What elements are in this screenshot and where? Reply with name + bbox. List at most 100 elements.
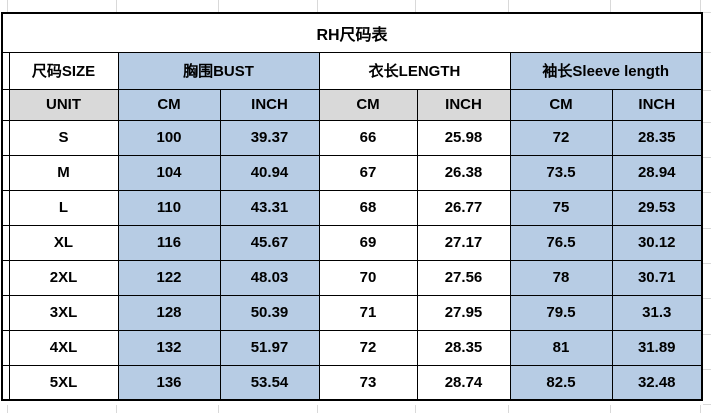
size-cell: XL xyxy=(8,224,119,261)
bust-inch-cell: 39.37 xyxy=(219,119,320,156)
narrow-spacer-cell xyxy=(1,329,10,366)
bust-cm-cell: 116 xyxy=(117,224,221,261)
bust-inch-cell: 40.94 xyxy=(219,154,320,191)
narrow-spacer-cell xyxy=(1,294,10,331)
length-inch-cell: 28.35 xyxy=(416,329,511,366)
sheet-gridline xyxy=(703,228,711,229)
sheet-gridline xyxy=(703,404,711,405)
bust-inch-cell: 50.39 xyxy=(219,294,320,331)
sheet-gridline xyxy=(508,405,509,413)
table-row: 4XL 132 51.97 72 28.35 81 31.89 xyxy=(1,329,703,366)
sleeve-cm-cell: 76.5 xyxy=(509,224,613,261)
unit-bust-cm: CM xyxy=(117,88,221,121)
length-inch-cell: 27.17 xyxy=(416,224,511,261)
sheet-gridline xyxy=(700,0,701,12)
length-cm-cell: 73 xyxy=(318,364,418,401)
table-row: XL 116 45.67 69 27.17 76.5 30.12 xyxy=(1,224,703,261)
sheet-gridline xyxy=(703,192,711,193)
sleeve-inch-cell: 30.12 xyxy=(611,224,703,261)
table-row: L 110 43.31 68 26.77 75 29.53 xyxy=(1,189,703,226)
header-row: 尺码SIZE 胸围BUST 衣长LENGTH 袖长Sleeve length xyxy=(1,51,703,90)
sleeve-inch-cell: 29.53 xyxy=(611,189,703,226)
table-row: S 100 39.37 66 25.98 72 28.35 xyxy=(1,119,703,156)
sheet-gridline xyxy=(218,0,219,12)
size-cell: 3XL xyxy=(8,294,119,331)
sleeve-inch-cell: 32.48 xyxy=(611,364,703,401)
sheet-gridline xyxy=(703,263,711,264)
bust-cm-cell: 110 xyxy=(117,189,221,226)
bust-cm-cell: 122 xyxy=(117,259,221,296)
length-inch-cell: 28.74 xyxy=(416,364,511,401)
narrow-spacer-cell xyxy=(1,119,10,156)
header-bust: 胸围BUST xyxy=(117,51,320,90)
sleeve-cm-cell: 75 xyxy=(509,189,613,226)
bust-inch-cell: 53.54 xyxy=(219,364,320,401)
sheet-gridline xyxy=(116,0,117,12)
sheet-gridline xyxy=(116,405,117,413)
header-sleeve: 袖长Sleeve length xyxy=(509,51,703,90)
bust-cm-cell: 136 xyxy=(117,364,221,401)
bust-inch-cell: 43.31 xyxy=(219,189,320,226)
length-cm-cell: 67 xyxy=(318,154,418,191)
size-chart-table: RH尺码表 尺码SIZE 胸围BUST 衣长LENGTH 袖长Sleeve le… xyxy=(1,12,703,401)
table-row: 3XL 128 50.39 71 27.95 79.5 31.3 xyxy=(1,294,703,331)
sleeve-cm-cell: 73.5 xyxy=(509,154,613,191)
sleeve-inch-cell: 31.3 xyxy=(611,294,703,331)
bust-cm-cell: 104 xyxy=(117,154,221,191)
bust-inch-cell: 51.97 xyxy=(219,329,320,366)
unit-row: UNIT CM INCH CM INCH CM INCH xyxy=(1,88,703,121)
sleeve-cm-cell: 78 xyxy=(509,259,613,296)
size-cell: L xyxy=(8,189,119,226)
sleeve-inch-cell: 30.71 xyxy=(611,259,703,296)
sheet-gridline xyxy=(703,157,711,158)
length-cm-cell: 70 xyxy=(318,259,418,296)
sheet-gridline xyxy=(7,405,8,413)
sheet-gridline xyxy=(415,0,416,12)
sheet-gridline xyxy=(7,0,8,12)
sheet-gridline xyxy=(703,298,711,299)
sleeve-cm-cell: 82.5 xyxy=(509,364,613,401)
bust-cm-cell: 100 xyxy=(117,119,221,156)
bust-cm-cell: 132 xyxy=(117,329,221,366)
sheet-gridline xyxy=(703,334,711,335)
unit-sleeve-cm: CM xyxy=(509,88,613,121)
narrow-spacer-cell xyxy=(1,364,10,401)
unit-bust-inch: INCH xyxy=(219,88,320,121)
sheet-gridline xyxy=(508,0,509,12)
table-row: 2XL 122 48.03 70 27.56 78 30.71 xyxy=(1,259,703,296)
narrow-spacer-cell xyxy=(1,224,10,261)
size-cell: 4XL xyxy=(8,329,119,366)
narrow-spacer-cell xyxy=(1,51,10,90)
bust-inch-cell: 48.03 xyxy=(219,259,320,296)
length-inch-cell: 26.77 xyxy=(416,189,511,226)
sheet-gridline xyxy=(703,122,711,123)
size-cell: M xyxy=(8,154,119,191)
length-inch-cell: 26.38 xyxy=(416,154,511,191)
sleeve-cm-cell: 72 xyxy=(509,119,613,156)
narrow-spacer-cell xyxy=(1,88,10,121)
size-cell: 2XL xyxy=(8,259,119,296)
sheet-gridline xyxy=(703,90,711,91)
sheet-gridline xyxy=(703,369,711,370)
sheet-gridline xyxy=(415,405,416,413)
header-length: 衣长LENGTH xyxy=(318,51,511,90)
length-cm-cell: 71 xyxy=(318,294,418,331)
sleeve-inch-cell: 28.94 xyxy=(611,154,703,191)
table-title: RH尺码表 xyxy=(1,12,703,53)
length-cm-cell: 68 xyxy=(318,189,418,226)
unit-label: UNIT xyxy=(8,88,119,121)
sleeve-cm-cell: 79.5 xyxy=(509,294,613,331)
header-size: 尺码SIZE xyxy=(8,51,119,90)
unit-length-inch: INCH xyxy=(416,88,511,121)
title-row: RH尺码表 xyxy=(1,12,703,53)
sheet-gridline xyxy=(610,405,611,413)
sheet-gridline xyxy=(218,405,219,413)
sheet-gridline xyxy=(317,0,318,12)
sheet-gridline xyxy=(700,405,701,413)
narrow-spacer-cell xyxy=(1,259,10,296)
length-cm-cell: 72 xyxy=(318,329,418,366)
table-row: 5XL 136 53.54 73 28.74 82.5 32.48 xyxy=(1,364,703,401)
length-inch-cell: 27.56 xyxy=(416,259,511,296)
sheet-gridline xyxy=(703,52,711,53)
narrow-spacer-cell xyxy=(1,154,10,191)
